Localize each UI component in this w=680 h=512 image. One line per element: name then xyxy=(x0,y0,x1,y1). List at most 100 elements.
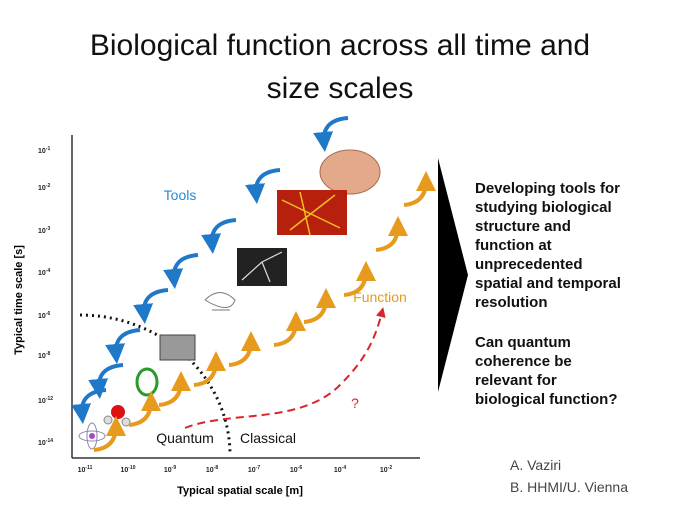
function-arrow xyxy=(343,261,376,297)
tick-exp: -4 xyxy=(342,465,347,471)
tick-label: 10-2 xyxy=(38,183,50,192)
function-arrow xyxy=(303,288,336,324)
tick-base: 10 xyxy=(38,228,46,235)
tool-arrow xyxy=(71,388,107,424)
tick-exp: -12 xyxy=(46,396,53,402)
statement-line: Can quantum xyxy=(475,334,571,351)
tick-label: 10-8 xyxy=(38,351,50,360)
molecule-image xyxy=(103,415,113,425)
tick-label: 10-6 xyxy=(290,465,302,474)
statement-line: unprecedented xyxy=(475,256,583,273)
statement-line: spatial and temporal xyxy=(475,275,621,292)
statement-line: biological function? xyxy=(475,391,618,408)
tool-arrow xyxy=(105,328,141,364)
tick-base: 10 xyxy=(38,353,46,360)
function-arrow xyxy=(273,311,306,347)
tool-arrow xyxy=(313,116,349,152)
tick-exp: -8 xyxy=(46,351,51,357)
tick-base: 10 xyxy=(380,467,388,474)
tick-exp: -6 xyxy=(298,465,303,471)
tick-base: 10 xyxy=(120,467,128,474)
tick-base: 10 xyxy=(38,270,46,277)
brain-image xyxy=(319,149,381,195)
tick-label: 10-2 xyxy=(380,465,392,474)
tool-arrow xyxy=(163,253,199,289)
tick-exp: -9 xyxy=(172,465,177,471)
statements: Developing tools for studying biological s… xyxy=(475,180,621,408)
tick-base: 10 xyxy=(38,440,46,447)
function-label: Function xyxy=(353,289,407,305)
tick-base: 10 xyxy=(334,467,342,474)
tools-label: Tools xyxy=(164,187,197,203)
tick-base: 10 xyxy=(38,398,46,405)
tick-exp: -14 xyxy=(46,438,53,444)
statement-line: coherence be xyxy=(475,353,572,370)
function-arrow xyxy=(193,351,226,387)
tick-label: 10-10 xyxy=(120,465,135,474)
credit: B. HHMI/U. Vienna xyxy=(510,479,628,495)
tick-label: 10-9 xyxy=(164,465,176,474)
protein-image xyxy=(135,367,159,397)
tick-exp: -4 xyxy=(46,268,51,274)
classical-label: Classical xyxy=(240,430,296,446)
tick-exp: -6 xyxy=(46,311,51,317)
x-axis-label: Typical spatial scale [m] xyxy=(177,485,303,497)
tick-label: 10-3 xyxy=(38,226,50,235)
tick-exp: -10 xyxy=(128,465,135,471)
tick-label: 10-14 xyxy=(38,438,53,447)
tick-exp: -1 xyxy=(46,146,51,152)
molecule-image xyxy=(111,405,125,419)
tool-arrow xyxy=(133,288,169,324)
function-arrow xyxy=(158,371,191,407)
tool-arrow xyxy=(88,363,124,399)
tick-base: 10 xyxy=(38,313,46,320)
tick-exp: -2 xyxy=(388,465,393,471)
function-arrow xyxy=(93,416,126,452)
molecule-image xyxy=(121,417,131,427)
statement-line: function at xyxy=(475,237,552,254)
statement-line: relevant for xyxy=(475,372,557,389)
title: size scales xyxy=(267,72,414,105)
tick-base: 10 xyxy=(206,467,214,474)
tick-label: 10-8 xyxy=(206,465,218,474)
tick-exp: -11 xyxy=(85,465,92,471)
tick-label: 10-4 xyxy=(334,465,346,474)
tick-exp: -3 xyxy=(46,226,51,232)
sketch-image xyxy=(204,292,236,311)
tick-base: 10 xyxy=(290,467,298,474)
red-arrow xyxy=(184,307,386,429)
tick-base: 10 xyxy=(78,467,86,474)
tick-exp: -8 xyxy=(214,465,219,471)
big-arrow xyxy=(438,158,468,392)
tick-label: 10-7 xyxy=(248,465,260,474)
neuron-texture xyxy=(241,251,283,283)
tool-arrow xyxy=(201,218,237,254)
function-arrow xyxy=(228,331,261,367)
tick-label: 10-6 xyxy=(38,311,50,320)
statement-line: studying biological xyxy=(475,199,612,216)
function-arrow xyxy=(403,171,436,207)
function-arrow xyxy=(375,216,408,252)
statement-line: structure and xyxy=(475,218,571,235)
tick-label: 10-4 xyxy=(38,268,50,277)
neurons-texture xyxy=(281,191,341,236)
function-arrow xyxy=(128,391,161,427)
tick-label: 10-1 xyxy=(38,146,50,155)
tool-arrow xyxy=(245,168,281,204)
tick-exp: -2 xyxy=(46,183,51,189)
tick-label: 10-11 xyxy=(78,465,93,474)
atom-image xyxy=(78,430,106,442)
quantum-label: Quantum xyxy=(156,430,214,446)
title: Biological function across all time and xyxy=(90,29,590,62)
tick-base: 10 xyxy=(248,467,256,474)
tick-base: 10 xyxy=(38,148,46,155)
tick-base: 10 xyxy=(164,467,172,474)
device-image xyxy=(159,334,196,361)
credit: A. Vaziri xyxy=(510,457,561,473)
statement-line: Developing tools for xyxy=(475,180,620,197)
atom-image xyxy=(89,433,95,439)
tick-base: 10 xyxy=(38,185,46,192)
tick-label: 10-12 xyxy=(38,396,53,405)
